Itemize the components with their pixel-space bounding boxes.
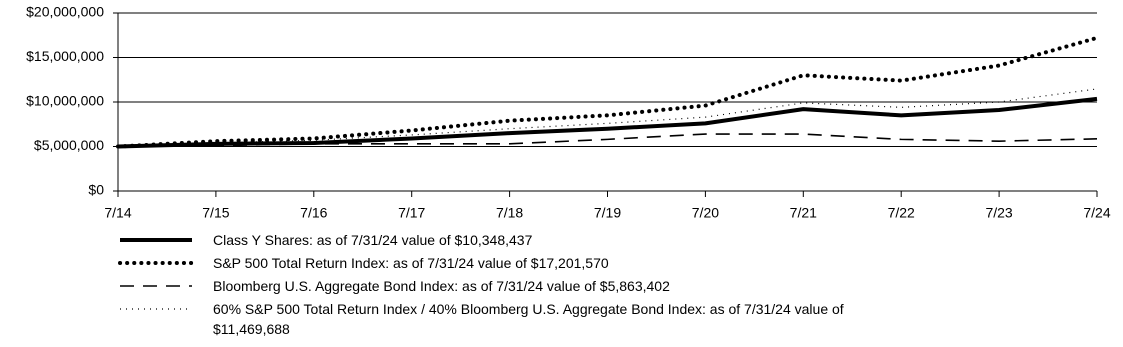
y-tick-label: $20,000,000 [26,4,104,20]
x-tick-label: 7/17 [398,205,425,221]
x-tick-label: 7/23 [985,205,1012,221]
legend-label: S&P 500 Total Return Index: as of 7/31/2… [213,255,609,271]
x-tick-label: 7/21 [790,205,817,221]
x-tick-label: 7/18 [496,205,523,221]
x-tick-label: 7/16 [300,205,327,221]
legend-label: Bloomberg U.S. Aggregate Bond Index: as … [213,278,670,294]
y-tick-label: $0 [88,182,104,198]
x-tick-label: 7/24 [1083,205,1110,221]
legend-label: Class Y Shares: as of 7/31/24 value of $… [213,232,533,248]
series-line [117,96,1098,149]
x-tick-label: 7/15 [202,205,229,221]
y-tick-label: $10,000,000 [26,93,104,109]
x-tick-label: 7/14 [104,205,131,221]
legend-label: 60% S&P 500 Total Return Index / 40% Blo… [213,301,844,337]
y-tick-label: $15,000,000 [26,48,104,64]
y-tick-label: $5,000,000 [34,137,104,153]
x-tick-label: 7/20 [692,205,719,221]
x-tick-label: 7/19 [594,205,621,221]
series-line [117,88,1098,148]
series-line [116,35,1099,149]
x-tick-label: 7/22 [888,205,915,221]
